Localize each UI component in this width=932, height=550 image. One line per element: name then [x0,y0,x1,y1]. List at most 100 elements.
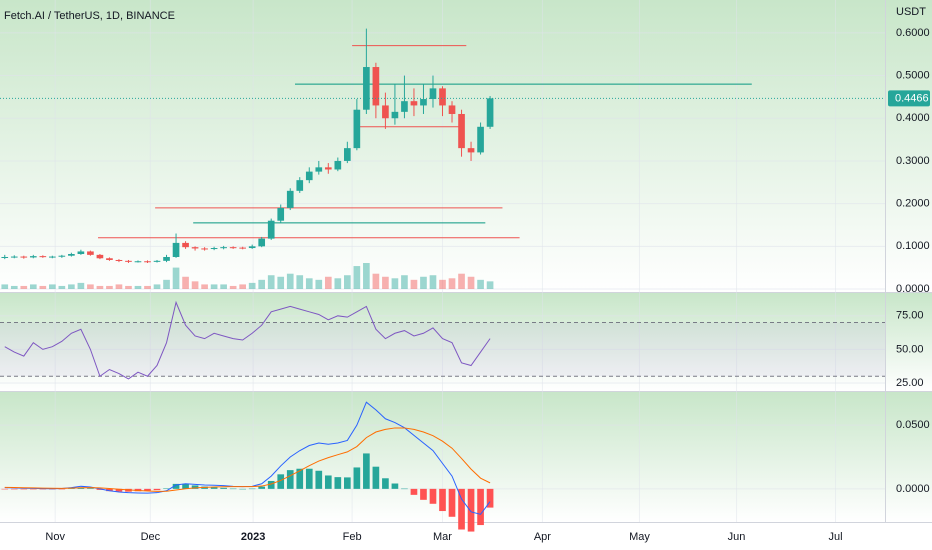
chart-title: Fetch.AI / TetherUS, 1D, BINANCE [4,10,175,22]
macd-histogram-bar [220,487,227,489]
macd-panel-bg [0,392,932,522]
rsi-band [0,322,885,377]
candle-body [96,254,104,259]
x-tick-label: Apr [534,531,551,543]
macd-histogram-bar [410,488,418,495]
macd-histogram-bar [58,488,66,490]
volume-bar [353,266,361,289]
y-tick-label: 0.1000 [896,240,930,252]
volume-bar [87,284,94,289]
candle-body [106,258,113,260]
volume-bar [477,279,484,289]
candle-body [429,88,437,100]
candle-body [334,160,342,170]
volume-bar [258,279,266,289]
volume-bar [420,276,427,289]
volume-bar [39,285,47,289]
macd-histogram-bar [429,488,437,504]
candle-body [324,167,332,170]
macd-histogram-bar [1,488,9,490]
volume-bar [486,281,494,289]
volume-bar [229,285,237,289]
volume-bar [363,263,370,289]
volume-bar [324,276,332,289]
candle-body [134,261,142,263]
candle-body [20,256,28,258]
macd-histogram-bar [106,488,113,492]
candle-body [239,247,246,249]
x-tick-label: Mar [433,531,452,543]
volume-bar [391,278,399,289]
x-tick-label: Jun [728,531,746,543]
volume-bar [68,284,75,289]
volume-bar [182,276,189,289]
candle-body [77,251,85,255]
candle-body [29,256,37,258]
x-tick-label: Dec [141,531,161,543]
candle-body [172,242,180,257]
volume-bar [125,285,132,289]
volume-bar [96,285,104,289]
candle-body [182,242,189,248]
volume-bar [201,284,208,289]
candle-body [477,126,484,153]
volume-bar [172,267,180,289]
macd-histogram-bar [344,477,351,489]
candle-body [315,167,323,172]
volume-bar [401,275,408,289]
volume-bar [410,279,418,289]
candle-body [467,148,475,153]
candle-body [210,248,218,250]
macd-histogram-bar [182,483,189,489]
volume-bar [77,282,85,289]
candle-body [458,113,465,149]
candle-body [286,190,294,208]
candle-body [163,256,170,261]
candle-body [410,101,418,106]
volume-bar [49,284,56,289]
macd-histogram-bar [391,483,399,489]
candle-body [391,111,399,119]
last-price-badge [888,90,930,107]
x-tick-label: May [629,531,650,543]
macd-histogram-bar [29,488,37,490]
candle-body [353,109,361,149]
candle-body [382,105,389,119]
candle-body [144,261,151,263]
macd-histogram-bar [248,488,256,490]
macd-histogram-bar [153,488,161,491]
candle-body [439,88,446,106]
candle-body [305,171,313,181]
y-tick-label: 0.0000 [896,283,930,295]
volume-bar [296,275,304,289]
macd-histogram-bar [172,483,180,489]
macd-histogram-bar [277,474,285,489]
macd-histogram-bar [163,488,170,489]
volume-bar [448,278,456,289]
macd-histogram-bar [467,488,475,532]
candle-body [258,238,266,247]
macd-histogram-bar [305,468,313,489]
macd-histogram-bar [363,453,370,489]
volume-bar [382,276,389,289]
macd-histogram-bar [401,488,408,490]
candle-body [229,247,237,249]
macd-histogram-bar [258,486,266,489]
macd-histogram-bar [315,470,323,489]
volume-bar [163,279,170,289]
macd-histogram-bar [191,485,199,489]
volume-bar [191,281,199,289]
macd-histogram-bar [39,488,47,490]
volume-bar [10,285,18,289]
candle-body [248,246,256,249]
volume-bar [239,284,246,289]
candle-body [296,180,304,191]
candle-body [68,254,75,256]
candle-body [49,256,56,258]
y-tick-label: 0.5000 [896,69,930,81]
candle-body [486,98,494,127]
macd-line [4,427,491,492]
volume-bar [134,285,142,289]
volume-bar [372,273,380,289]
macd-histogram-bar [372,466,380,489]
